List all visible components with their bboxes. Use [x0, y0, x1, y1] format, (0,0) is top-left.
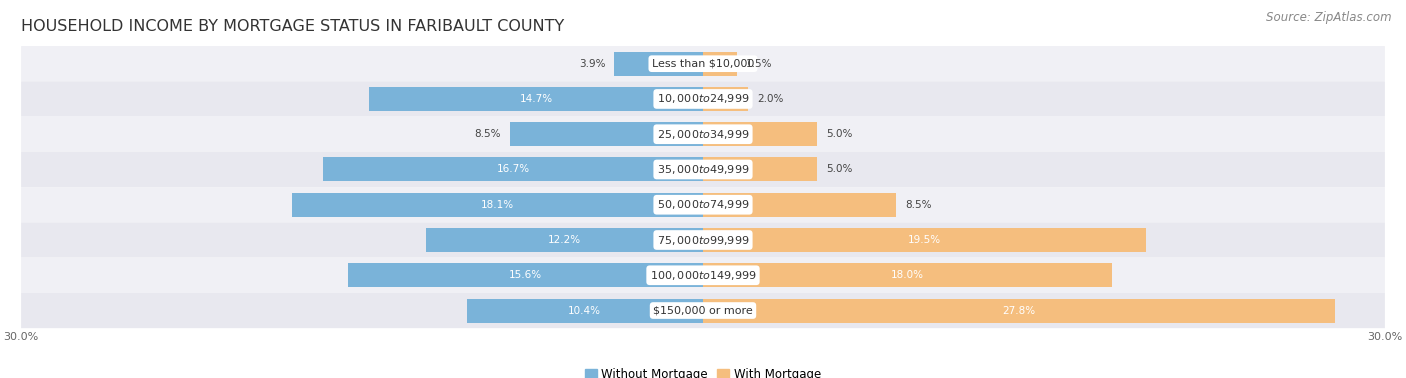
Text: $150,000 or more: $150,000 or more [654, 305, 752, 316]
Bar [368, 87, 703, 111]
FancyBboxPatch shape [21, 152, 1385, 187]
Bar [703, 52, 737, 76]
Bar [703, 228, 1146, 252]
Text: 10.4%: 10.4% [568, 305, 602, 316]
Text: HOUSEHOLD INCOME BY MORTGAGE STATUS IN FARIBAULT COUNTY: HOUSEHOLD INCOME BY MORTGAGE STATUS IN F… [21, 20, 564, 34]
Text: 14.7%: 14.7% [519, 94, 553, 104]
Text: 27.8%: 27.8% [1002, 305, 1035, 316]
Bar [703, 122, 817, 146]
Text: 1.5%: 1.5% [747, 59, 773, 69]
Bar [703, 193, 896, 217]
FancyBboxPatch shape [21, 116, 1385, 152]
Text: 12.2%: 12.2% [548, 235, 581, 245]
Bar [703, 158, 817, 181]
Text: 19.5%: 19.5% [908, 235, 941, 245]
Text: 16.7%: 16.7% [496, 164, 530, 175]
Bar [467, 299, 703, 322]
Text: 18.0%: 18.0% [891, 270, 924, 280]
FancyBboxPatch shape [21, 46, 1385, 81]
Bar [703, 299, 1334, 322]
Bar [349, 263, 703, 287]
Text: 3.9%: 3.9% [579, 59, 605, 69]
FancyBboxPatch shape [21, 293, 1385, 328]
FancyBboxPatch shape [21, 258, 1385, 293]
Text: 15.6%: 15.6% [509, 270, 543, 280]
Bar [426, 228, 703, 252]
Bar [323, 158, 703, 181]
Text: $100,000 to $149,999: $100,000 to $149,999 [650, 269, 756, 282]
Text: $35,000 to $49,999: $35,000 to $49,999 [657, 163, 749, 176]
FancyBboxPatch shape [21, 81, 1385, 116]
Bar [614, 52, 703, 76]
Legend: Without Mortgage, With Mortgage: Without Mortgage, With Mortgage [581, 363, 825, 378]
Bar [291, 193, 703, 217]
Bar [703, 263, 1112, 287]
Text: 18.1%: 18.1% [481, 200, 513, 210]
Text: $75,000 to $99,999: $75,000 to $99,999 [657, 234, 749, 246]
Bar [703, 87, 748, 111]
Text: $25,000 to $34,999: $25,000 to $34,999 [657, 128, 749, 141]
Text: 8.5%: 8.5% [474, 129, 501, 139]
Text: $10,000 to $24,999: $10,000 to $24,999 [657, 93, 749, 105]
Text: Source: ZipAtlas.com: Source: ZipAtlas.com [1267, 11, 1392, 24]
FancyBboxPatch shape [21, 222, 1385, 258]
Text: 5.0%: 5.0% [825, 164, 852, 175]
FancyBboxPatch shape [21, 187, 1385, 222]
Bar [510, 122, 703, 146]
Text: 5.0%: 5.0% [825, 129, 852, 139]
Text: Less than $10,000: Less than $10,000 [652, 59, 754, 69]
Text: 2.0%: 2.0% [758, 94, 785, 104]
Text: 8.5%: 8.5% [905, 200, 932, 210]
Text: $50,000 to $74,999: $50,000 to $74,999 [657, 198, 749, 211]
